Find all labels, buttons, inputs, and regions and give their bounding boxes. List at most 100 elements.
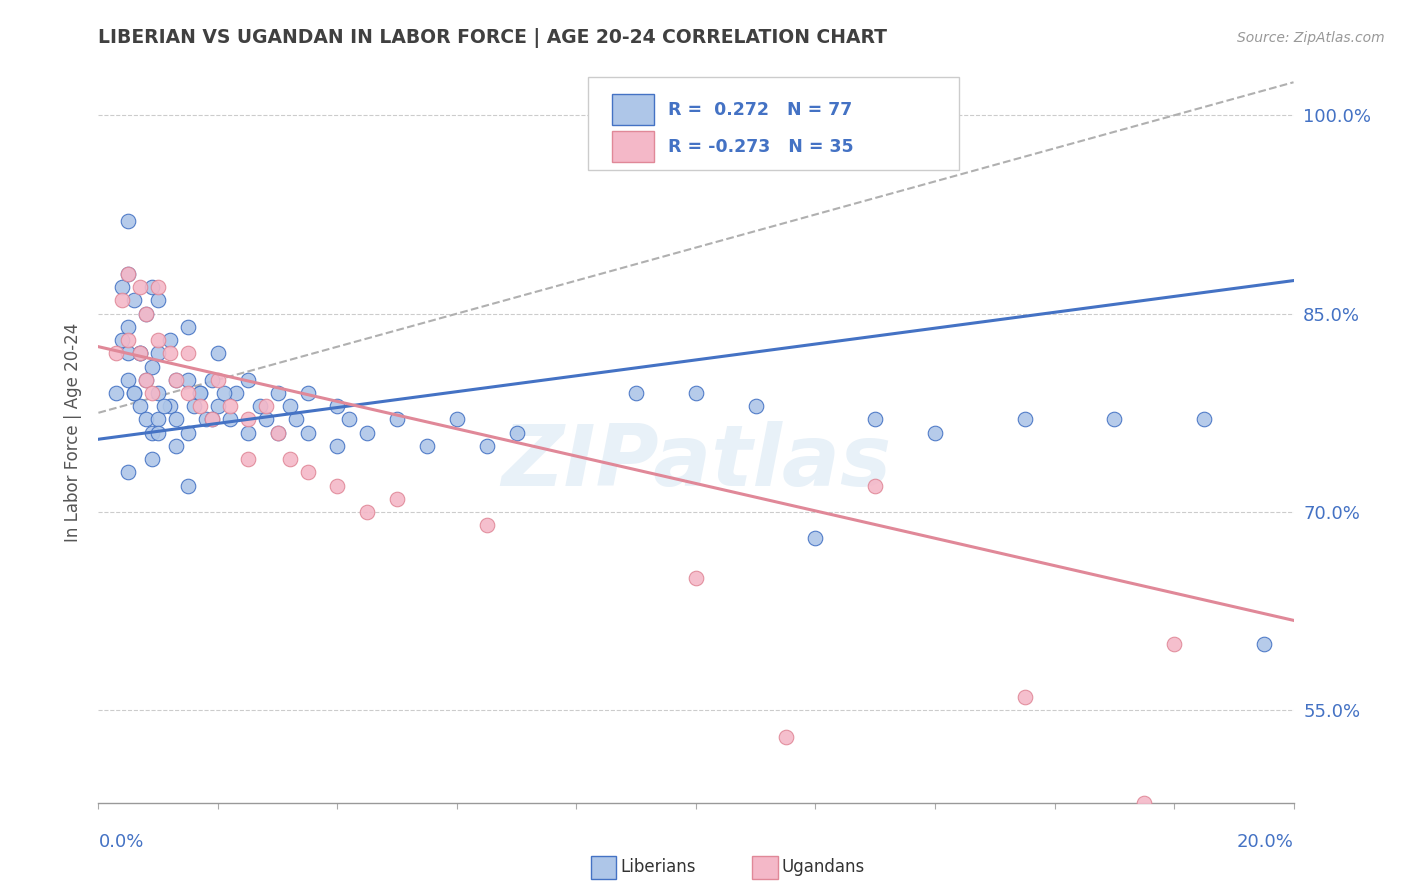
Point — [165, 412, 187, 426]
Point — [148, 425, 170, 440]
Point — [254, 412, 277, 426]
Text: LIBERIAN VS UGANDAN IN LABOR FORCE | AGE 20-24 CORRELATION CHART: LIBERIAN VS UGANDAN IN LABOR FORCE | AGE… — [98, 28, 887, 48]
Point — [284, 412, 307, 426]
Text: R =  0.272   N = 77: R = 0.272 N = 77 — [668, 101, 852, 119]
Text: Ugandans: Ugandans — [782, 858, 865, 876]
FancyBboxPatch shape — [613, 95, 654, 126]
Point — [804, 532, 827, 546]
Point — [339, 412, 361, 426]
Point — [201, 412, 224, 426]
Text: Source: ZipAtlas.com: Source: ZipAtlas.com — [1237, 31, 1385, 45]
Point — [124, 386, 146, 401]
Point — [1133, 796, 1156, 810]
Point — [111, 333, 134, 347]
Point — [297, 465, 319, 479]
Point — [148, 333, 170, 347]
Point — [177, 319, 200, 334]
Point — [159, 346, 181, 360]
Point — [201, 412, 224, 426]
Point — [1014, 412, 1036, 426]
Text: 0.0%: 0.0% — [98, 833, 143, 851]
Point — [278, 452, 301, 467]
Point — [236, 425, 259, 440]
Point — [1163, 637, 1185, 651]
Point — [141, 386, 163, 401]
Point — [278, 399, 301, 413]
Point — [188, 386, 211, 401]
Point — [385, 412, 409, 426]
Point — [1014, 690, 1036, 704]
Point — [177, 373, 200, 387]
Point — [297, 386, 319, 401]
Point — [254, 399, 277, 413]
Point — [148, 293, 170, 308]
Point — [117, 333, 139, 347]
Point — [159, 399, 181, 413]
Point — [141, 359, 163, 374]
Point — [326, 399, 349, 413]
Point — [148, 386, 170, 401]
Point — [117, 319, 139, 334]
Text: R = -0.273   N = 35: R = -0.273 N = 35 — [668, 138, 853, 156]
Point — [153, 399, 176, 413]
Point — [129, 346, 152, 360]
Point — [141, 280, 163, 294]
Point — [297, 425, 319, 440]
Point — [129, 346, 152, 360]
Point — [212, 386, 235, 401]
Point — [129, 280, 152, 294]
Point — [207, 399, 229, 413]
Point — [117, 214, 139, 228]
Text: 20.0%: 20.0% — [1237, 833, 1294, 851]
Point — [135, 412, 157, 426]
Point — [105, 346, 128, 360]
Point — [236, 412, 259, 426]
Point — [249, 399, 271, 413]
Point — [865, 478, 887, 492]
Point — [117, 373, 139, 387]
Point — [225, 386, 247, 401]
Point — [141, 452, 163, 467]
Point — [1104, 412, 1126, 426]
Y-axis label: In Labor Force | Age 20-24: In Labor Force | Age 20-24 — [63, 323, 82, 542]
Point — [446, 412, 468, 426]
Point — [129, 399, 152, 413]
Point — [356, 425, 378, 440]
Point — [177, 386, 200, 401]
Point — [195, 412, 218, 426]
Point — [626, 386, 648, 401]
Point — [207, 373, 229, 387]
Point — [236, 452, 259, 467]
Point — [124, 386, 146, 401]
Point — [111, 280, 134, 294]
Point — [135, 373, 157, 387]
Point — [148, 412, 170, 426]
Point — [105, 386, 128, 401]
Point — [159, 333, 181, 347]
Point — [475, 439, 498, 453]
Point — [326, 478, 349, 492]
Point — [924, 425, 946, 440]
Point — [177, 478, 200, 492]
Point — [201, 373, 224, 387]
Point — [475, 518, 498, 533]
Point — [865, 412, 887, 426]
Point — [267, 425, 290, 440]
Point — [141, 425, 163, 440]
Point — [356, 505, 378, 519]
Point — [236, 373, 259, 387]
Point — [219, 412, 242, 426]
Point — [267, 425, 290, 440]
Point — [165, 439, 187, 453]
Text: ZIPatlas: ZIPatlas — [501, 421, 891, 504]
Point — [135, 307, 157, 321]
Point — [385, 491, 409, 506]
Point — [1253, 637, 1275, 651]
Point — [135, 373, 157, 387]
Point — [117, 346, 139, 360]
Point — [117, 267, 139, 281]
Point — [183, 399, 205, 413]
Point — [165, 373, 187, 387]
Point — [135, 307, 157, 321]
Point — [685, 571, 707, 585]
